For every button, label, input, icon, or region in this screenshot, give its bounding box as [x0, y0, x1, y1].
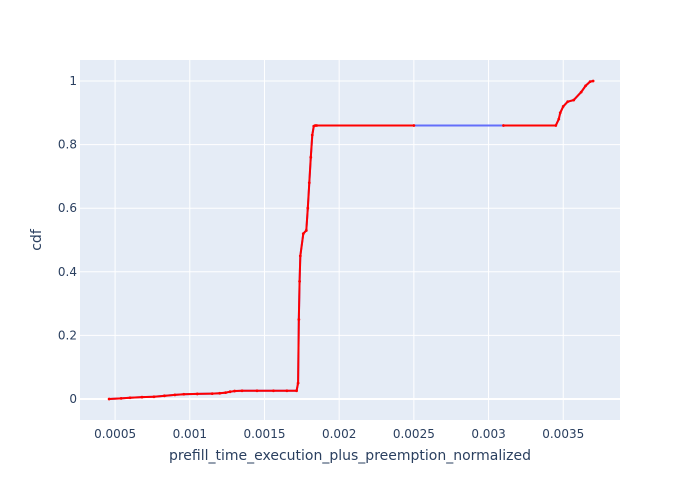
x-tick-label: 0.0015: [243, 427, 285, 441]
x-tick-label: 0.003: [471, 427, 505, 441]
marker-segment: [589, 80, 594, 83]
marker-segment: [554, 118, 560, 126]
marker-segment: [298, 255, 302, 282]
marker-segment: [302, 229, 308, 235]
x-tick-label: 0.002: [322, 427, 356, 441]
marker-segment: [297, 319, 300, 384]
y-tick-label: 0.8: [58, 138, 77, 152]
x-tick-label: 0.0025: [393, 427, 435, 441]
grid-lines: [80, 60, 620, 420]
marker-segment: [313, 124, 316, 128]
marker-segment: [580, 85, 587, 93]
y-tick-label: 0: [69, 392, 77, 406]
marker-segment: [559, 106, 565, 114]
marker-segment: [306, 182, 311, 209]
marker-segment: [557, 112, 562, 120]
marker-segment: [153, 394, 165, 398]
marker-segment: [562, 100, 569, 108]
y-axis-title: cdf: [29, 228, 45, 251]
marker-segment: [121, 396, 131, 400]
marker-segment: [309, 134, 314, 158]
marker-segment: [229, 390, 235, 393]
marker-segment: [164, 393, 175, 397]
y-tick-label: 0.4: [58, 265, 77, 279]
marker-segment: [311, 125, 315, 136]
y-tick-label: 0.6: [58, 201, 77, 215]
y-tick-labels: 0 0.2 0.4 0.6 0.8 1: [58, 74, 77, 406]
series-layer: [107, 79, 595, 401]
y-tick-label: 0.2: [58, 328, 77, 342]
x-tick-label: 0.001: [173, 427, 207, 441]
x-tick-labels: 0.0005 0.001 0.0015 0.002 0.0025 0.003 0.0035: [94, 427, 584, 441]
marker-segment: [299, 233, 305, 257]
marker-segment: [129, 396, 143, 399]
marker-segment: [225, 390, 231, 394]
marker-segment: [174, 393, 184, 396]
marker-segment: [295, 382, 300, 391]
marker-segment: [109, 397, 122, 401]
marker-segment: [584, 80, 591, 87]
marker-segment: [297, 281, 301, 320]
marker-segment: [567, 99, 574, 103]
x-axis-title: prefill_time_execution_plus_preemption_n…: [169, 448, 531, 464]
y-tick-label: 1: [69, 74, 77, 88]
marker-segment: [572, 91, 582, 101]
x-tick-label: 0.0005: [94, 427, 136, 441]
marker-segment: [305, 208, 309, 231]
plot-background: [80, 60, 620, 420]
x-tick-label: 0.0035: [542, 427, 584, 441]
marker-segment: [308, 157, 312, 183]
marker-segment: [219, 391, 226, 395]
